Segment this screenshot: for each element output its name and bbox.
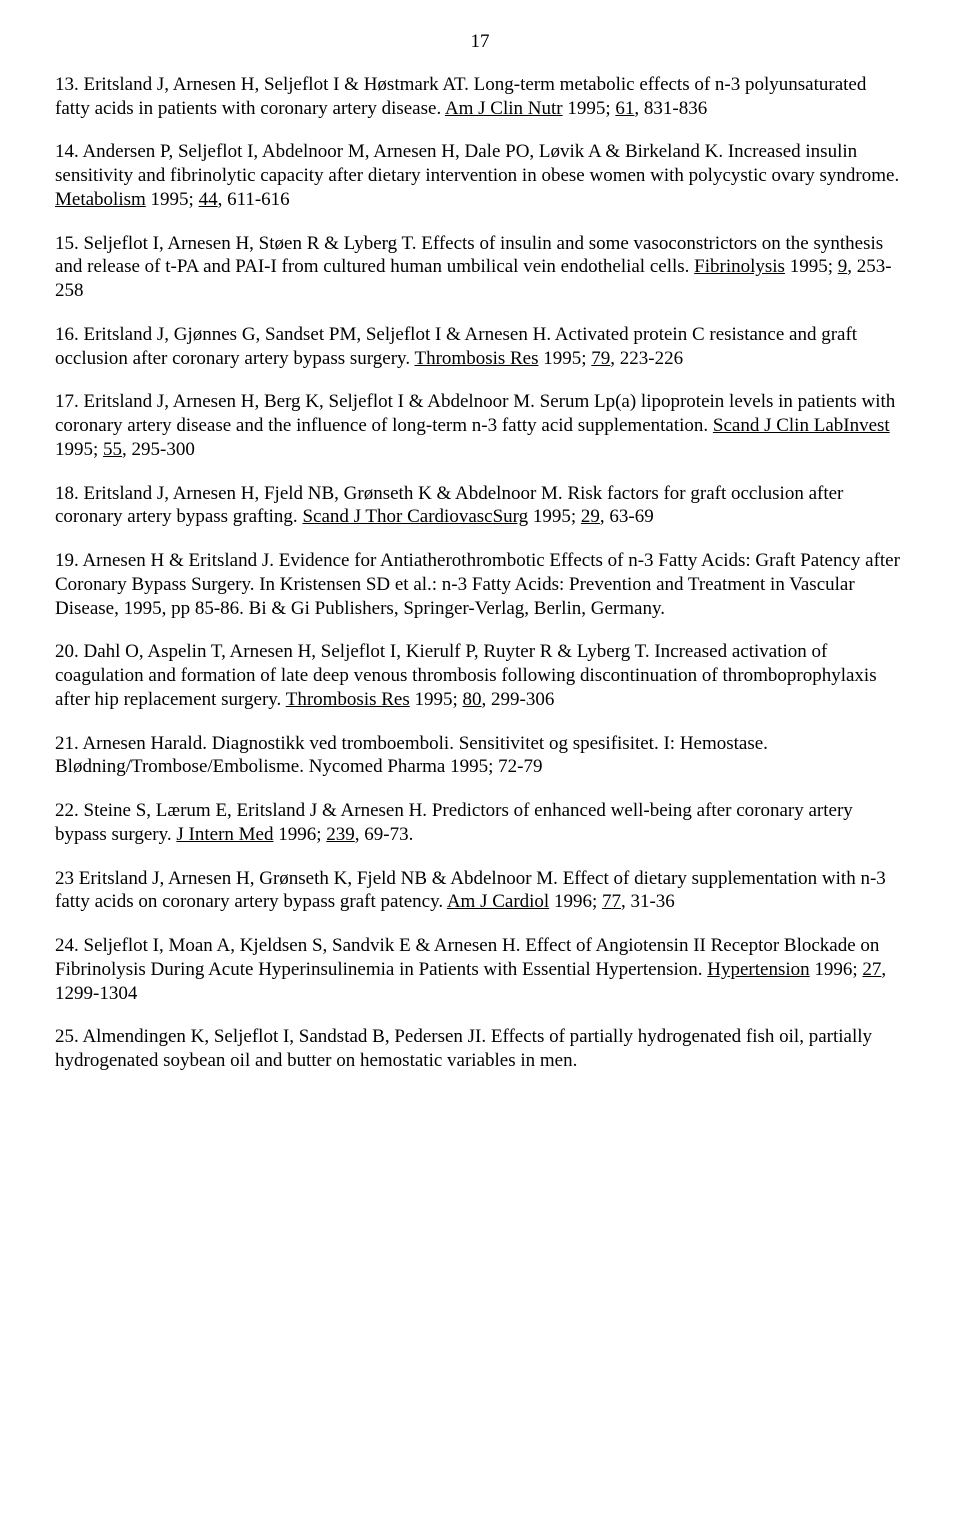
reference-number: 14. [55, 141, 82, 162]
reference-volume: 9 [838, 256, 848, 277]
reference-volume: 55 [103, 439, 122, 460]
reference-volume: 239 [326, 824, 355, 845]
reference-citation-year: 1995; [563, 98, 616, 119]
reference-authors: Almendingen K, Seljeflot I, Sandstad B, … [82, 1026, 486, 1047]
reference-entry: 17. Eritsland J, Arnesen H, Berg K, Selj… [55, 390, 905, 461]
reference-entry: 19. Arnesen H & Eritsland J. Evidence fo… [55, 549, 905, 620]
reference-entry: 23 Eritsland J, Arnesen H, Grønseth K, F… [55, 867, 905, 915]
reference-citation-year: 1996; [273, 824, 326, 845]
reference-authors: Arnesen Harald. [82, 733, 207, 754]
reference-citation-year: 1995; [146, 189, 199, 210]
reference-number: 25. [55, 1026, 82, 1047]
reference-entry: 24. Seljeflot I, Moan A, Kjeldsen S, San… [55, 934, 905, 1005]
reference-authors: Eritsland J, Arnesen H, Fjeld NB, Grønse… [84, 483, 563, 504]
reference-authors: Seljeflot I, Moan A, Kjeldsen S, Sandvik… [84, 935, 521, 956]
reference-journal: Am J Cardiol [447, 891, 549, 912]
reference-authors: Eritsland J, Gjønnes G, Sandset PM, Selj… [84, 324, 552, 345]
reference-number: 22. [55, 800, 84, 821]
reference-journal: Hypertension [707, 959, 809, 980]
reference-pages: , 295-300 [122, 439, 195, 460]
reference-number: 13. [55, 74, 84, 95]
reference-entry: 18. Eritsland J, Arnesen H, Fjeld NB, Gr… [55, 482, 905, 530]
reference-citation-year: 1995; [785, 256, 838, 277]
reference-authors: Eritsland J, Arnesen H, Seljeflot I & Hø… [84, 74, 469, 95]
reference-entry: 22. Steine S, Lærum E, Eritsland J & Arn… [55, 799, 905, 847]
reference-number: 23 [55, 868, 79, 889]
page-number: 17 [55, 30, 905, 54]
reference-number: 20. [55, 641, 84, 662]
reference-pages: , 831-836 [634, 98, 707, 119]
reference-entry: 14. Andersen P, Seljeflot I, Abdelnoor M… [55, 140, 905, 211]
reference-volume: 29 [581, 506, 600, 527]
reference-journal: Scand J Thor CardiovascSurg [302, 506, 528, 527]
reference-journal: J Intern Med [176, 824, 273, 845]
reference-authors: Eritsland J, Arnesen H, Berg K, Seljeflo… [84, 391, 535, 412]
reference-number: 19. [55, 550, 82, 571]
reference-journal: Scand J Clin LabInvest [713, 415, 890, 436]
reference-number: 18. [55, 483, 84, 504]
reference-authors: Andersen P, Seljeflot I, Abdelnoor M, Ar… [82, 141, 723, 162]
reference-number: 17. [55, 391, 84, 412]
reference-authors: Dahl O, Aspelin T, Arnesen H, Seljeflot … [84, 641, 650, 662]
reference-volume: 44 [199, 189, 218, 210]
reference-journal: Thrombosis Res [414, 348, 538, 369]
reference-number: 16. [55, 324, 84, 345]
reference-citation-year: 1996; [549, 891, 602, 912]
reference-pages: , 69-73. [355, 824, 414, 845]
reference-number: 15. [55, 233, 84, 254]
reference-pages: , 611-616 [218, 189, 290, 210]
reference-journal: Am J Clin Nutr [445, 98, 563, 119]
reference-number: 21. [55, 733, 82, 754]
reference-entry: 21. Arnesen Harald. Diagnostikk ved trom… [55, 732, 905, 780]
reference-volume: 77 [602, 891, 621, 912]
reference-citation-year: 1995; [410, 689, 463, 710]
reference-entry: 13. Eritsland J, Arnesen H, Seljeflot I … [55, 73, 905, 121]
reference-entry: 15. Seljeflot I, Arnesen H, Støen R & Ly… [55, 232, 905, 303]
reference-authors: Steine S, Lærum E, Eritsland J & Arnesen… [84, 800, 428, 821]
reference-citation-year: 1995; [55, 439, 103, 460]
reference-entry: 20. Dahl O, Aspelin T, Arnesen H, Seljef… [55, 640, 905, 711]
reference-journal: Thrombosis Res [286, 689, 410, 710]
reference-authors: Eritsland J, Arnesen H, Grønseth K, Fjel… [79, 868, 558, 889]
reference-pages: , 299-306 [482, 689, 555, 710]
reference-volume: 61 [615, 98, 634, 119]
reference-volume: 79 [591, 348, 610, 369]
reference-entry: 16. Eritsland J, Gjønnes G, Sandset PM, … [55, 323, 905, 371]
reference-pages: , 63-69 [600, 506, 654, 527]
reference-journal: Metabolism [55, 189, 146, 210]
reference-pages: , 223-226 [610, 348, 683, 369]
reference-citation-year: 1995; [528, 506, 581, 527]
reference-authors: Seljeflot I, Arnesen H, Støen R & Lyberg… [84, 233, 417, 254]
reference-entry: 25. Almendingen K, Seljeflot I, Sandstad… [55, 1025, 905, 1073]
reference-authors: Arnesen H & Eritsland J. [82, 550, 274, 571]
reference-journal: Fibrinolysis [694, 256, 785, 277]
reference-citation-year: 1996; [810, 959, 863, 980]
reference-volume: 27 [862, 959, 881, 980]
reference-number: 24. [55, 935, 84, 956]
reference-citation-year: 1995; [539, 348, 592, 369]
reference-volume: 80 [463, 689, 482, 710]
reference-pages: , 31-36 [621, 891, 675, 912]
references-list: 13. Eritsland J, Arnesen H, Seljeflot I … [55, 73, 905, 1073]
